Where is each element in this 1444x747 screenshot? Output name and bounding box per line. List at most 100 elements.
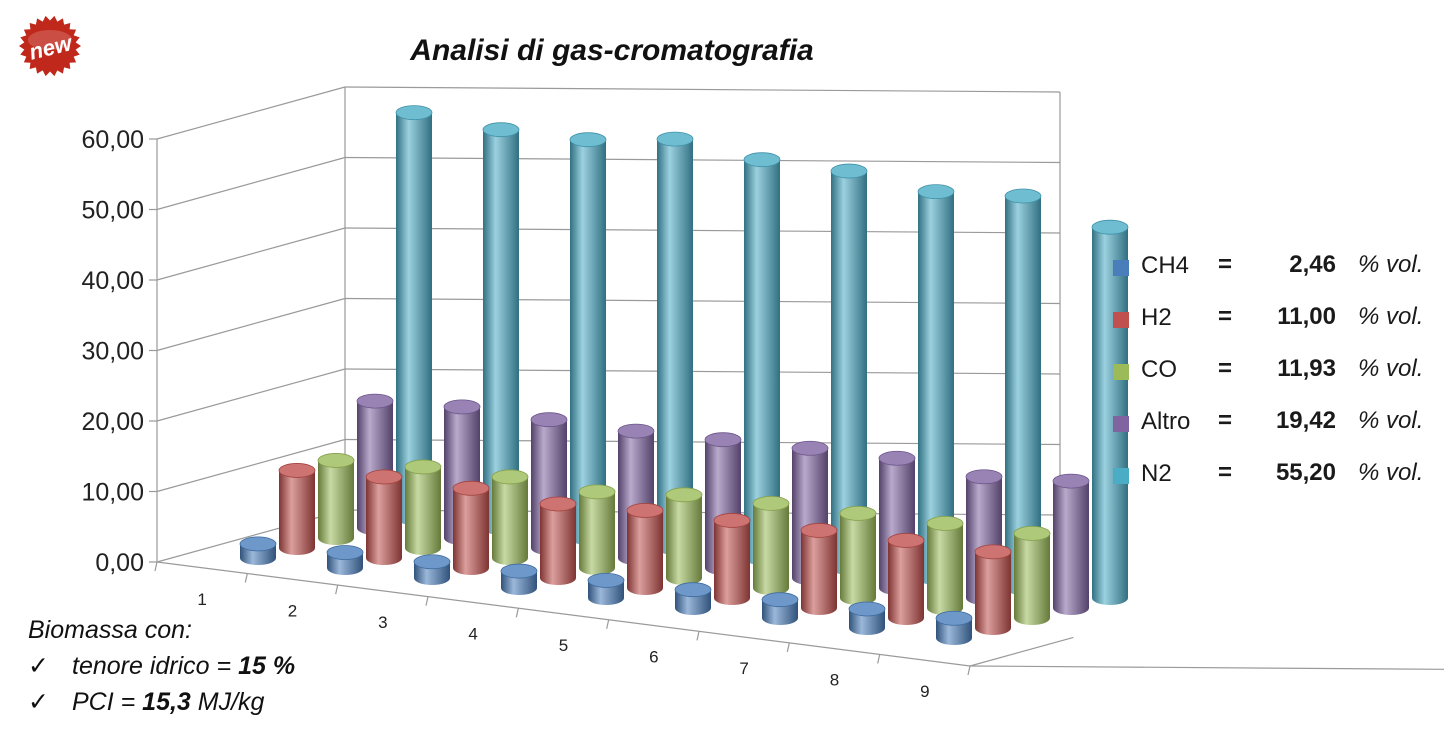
checkmark-icon: ✓ <box>28 652 49 680</box>
cylinder-ch4-5 <box>587 572 625 605</box>
cylinder-co-4 <box>578 484 616 575</box>
cylinder-h2-9 <box>974 544 1012 635</box>
cylinder-n2-6 <box>830 163 868 575</box>
biomass-notes: Biomassa con: ✓ tenore idrico = 15 % ✓ PCI… <box>28 612 295 720</box>
cylinder-n2-4 <box>656 131 694 555</box>
cylinder-altro-9 <box>1052 473 1090 615</box>
cylinder-co-7 <box>839 506 877 605</box>
cylinder-co-3 <box>491 469 529 565</box>
legend-value: 19,42 <box>1275 407 1336 434</box>
x-tick-label: 9 <box>920 682 929 701</box>
legend-equals: = <box>1218 407 1233 434</box>
legend-item-n2: N2 = 55,20 % vol. <box>1110 454 1440 506</box>
cylinder-ch4-6 <box>674 582 712 615</box>
cylinder-co-6 <box>752 495 790 595</box>
y-axis-ticks: 0,00 10,00 20,00 30,00 40,00 50,00 60,00 <box>81 126 144 577</box>
cylinder-h2-4 <box>539 496 577 585</box>
x-tick-label: 6 <box>649 648 658 667</box>
y-tick-label: 40,00 <box>81 267 144 295</box>
x-tick-label: 7 <box>739 659 748 678</box>
cylinder-co-5 <box>665 487 703 585</box>
legend-swatch <box>1113 364 1129 380</box>
legend-item-h2: H2 = 11,00 % vol. <box>1110 298 1440 350</box>
legend-swatch <box>1113 312 1129 328</box>
y-tick-label: 10,00 <box>81 479 144 507</box>
new-badge: new <box>19 15 81 77</box>
y-tick-label: 60,00 <box>81 126 144 154</box>
x-tick-label: 1 <box>197 590 206 609</box>
x-tick-label: 8 <box>830 671 839 690</box>
cylinder-h2-6 <box>713 513 751 605</box>
cylinder-co-2 <box>404 459 442 555</box>
legend-equals: = <box>1218 355 1233 382</box>
cylinder-h2-7 <box>800 523 838 615</box>
cylinder-ch4-2 <box>326 545 364 575</box>
legend-swatch <box>1113 416 1129 432</box>
note-label: PCI = <box>72 688 143 716</box>
legend-label: Altro <box>1141 408 1191 435</box>
note-value: 15 % <box>238 652 296 680</box>
legend-label: N2 <box>1141 460 1172 487</box>
legend-value: 11,00 <box>1277 303 1336 330</box>
cylinder-n2-2 <box>482 122 520 536</box>
cylinder-h2-3 <box>452 480 490 575</box>
legend-equals: = <box>1218 251 1233 278</box>
x-tick-label: 5 <box>559 636 568 655</box>
cylinder-ch4-9 <box>935 610 973 645</box>
cylinder-co-1 <box>317 453 355 545</box>
legend-unit: % vol. <box>1358 459 1424 486</box>
legend-swatch <box>1113 260 1129 276</box>
cylinder-h2-5 <box>626 503 664 595</box>
legend-equals: = <box>1218 459 1233 486</box>
legend-swatch <box>1113 468 1129 484</box>
checkmark-icon: ✓ <box>28 688 49 716</box>
legend-unit: % vol. <box>1358 251 1424 278</box>
y-tick-label: 30,00 <box>81 338 144 366</box>
legend-unit: % vol. <box>1358 355 1424 382</box>
legend-value: 55,20 <box>1275 459 1336 486</box>
cylinder-n2-7 <box>917 184 955 585</box>
legend-equals: = <box>1218 303 1233 330</box>
x-tick-label: 3 <box>378 613 387 632</box>
note-label: tenore idrico = <box>72 652 239 680</box>
legend-value: 11,93 <box>1277 355 1336 382</box>
chart-legend: CH4 = 2,46 % vol. H2 = 11,00 % vol. CO =… <box>1110 246 1440 506</box>
legend-label: CO <box>1141 356 1177 383</box>
cylinder-ch4-3 <box>413 554 451 585</box>
cylinder-ch4-4 <box>500 563 538 595</box>
cylinder-co-9 <box>1013 526 1051 625</box>
cylinder-h2-2 <box>365 469 403 565</box>
x-tick-label: 2 <box>288 601 297 620</box>
cylinder-co-8 <box>926 516 964 615</box>
legend-item-ch4: CH4 = 2,46 % vol. <box>1110 246 1440 298</box>
legend-label: CH4 <box>1141 252 1190 279</box>
cylinder-n2-5 <box>743 152 781 566</box>
legend-unit: % vol. <box>1358 303 1424 330</box>
cylinder-ch4-7 <box>761 592 799 625</box>
note-suffix: MJ/kg <box>190 688 265 716</box>
x-tick-label: 4 <box>468 624 477 643</box>
cylinder-h2-8 <box>887 533 925 625</box>
y-tick-label: 50,00 <box>81 197 144 225</box>
y-tick-label: 20,00 <box>81 408 144 436</box>
starburst-badge-icon <box>19 15 81 77</box>
chart-title: Analisi di gas-cromatografia <box>409 34 813 67</box>
cylinder-n2-3 <box>569 132 607 546</box>
legend-label: H2 <box>1141 304 1172 331</box>
y-tick-label: 0,00 <box>95 549 144 577</box>
cylinder-n2-1 <box>395 105 433 525</box>
cylinder-n2-8 <box>1004 188 1042 595</box>
cylinder-ch4-8 <box>848 601 886 635</box>
legend-value: 2,46 <box>1289 251 1336 278</box>
cylinder-ch4-1 <box>239 536 277 565</box>
cylinder-h2-1 <box>278 463 316 555</box>
note-water-content: ✓ tenore idrico = 15 % <box>28 648 295 684</box>
note-pci: ✓ PCI = 15,3 MJ/kg <box>28 684 295 720</box>
chart-cylinders <box>239 105 1129 645</box>
note-value: 15,3 <box>142 688 191 716</box>
legend-item-co: CO = 11,93 % vol. <box>1110 350 1440 402</box>
legend-item-altro: Altro = 19,42 % vol. <box>1110 402 1440 454</box>
legend-unit: % vol. <box>1358 407 1424 434</box>
x-axis-ticks: 1 2 3 4 5 6 7 8 9 <box>197 590 929 701</box>
